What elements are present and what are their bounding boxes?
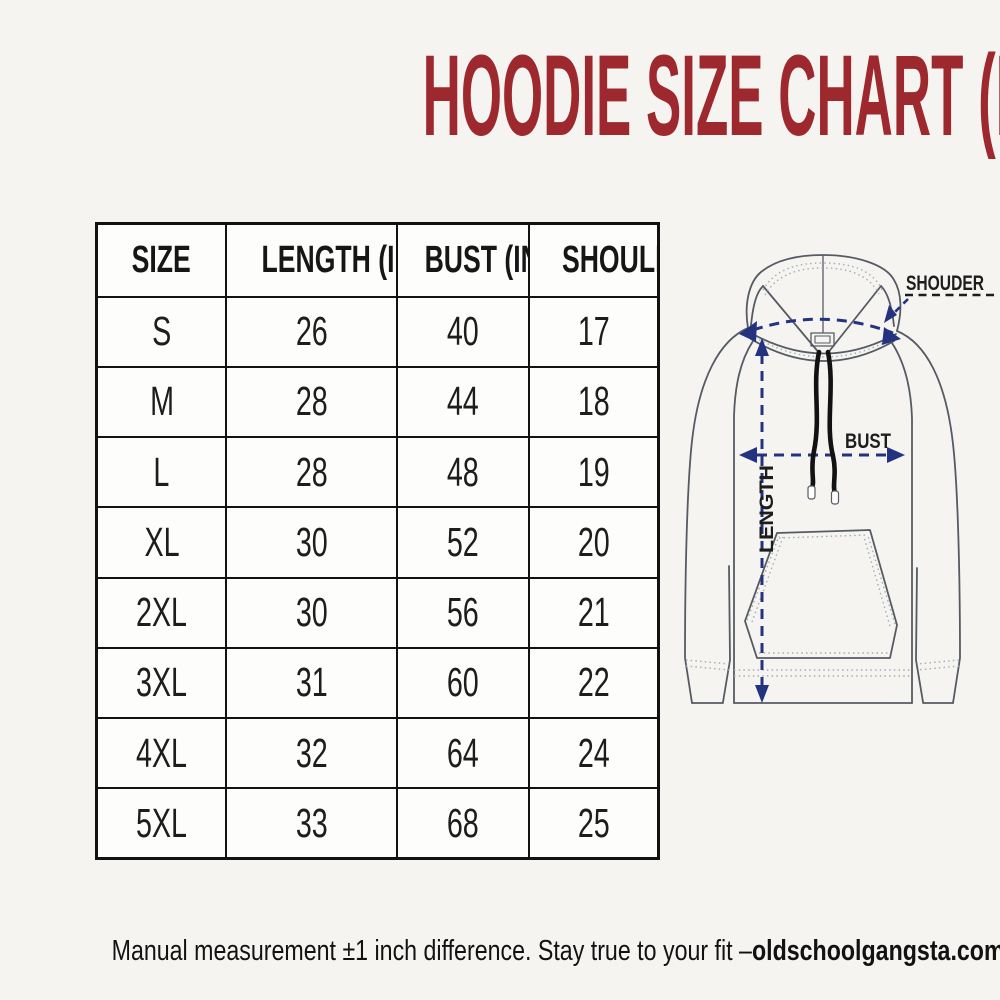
cell-bust: 52 [396, 506, 530, 579]
page-title-text: HOODIE SIZE CHART (INCH) [422, 32, 1000, 160]
size-table: SIZE LENGTH (IN) BUST (IN) SHOULDER S 26… [95, 222, 660, 860]
cell-size: L [95, 435, 228, 509]
cell-size: S [95, 295, 228, 368]
cell-shoulder: 17 [527, 295, 660, 368]
hoodie-outline [684, 254, 961, 704]
drawstring-aglets [807, 485, 840, 505]
cell-bust: 68 [396, 787, 530, 860]
cell-size: 5XL [95, 787, 228, 860]
cell-length: 26 [225, 295, 399, 368]
table-row: L 28 48 19 [95, 435, 660, 509]
footer-note: Manual measurement ±1 inch difference. S… [0, 935, 1000, 968]
cell-size: M [95, 365, 228, 439]
cell-bust: 64 [396, 716, 530, 790]
cell-shoulder: 24 [527, 716, 660, 790]
length-bottom-arrow [755, 685, 769, 703]
table-row: S 26 40 17 [95, 295, 660, 368]
hoodie-diagram: SHOUDER BUST LENGTH [684, 254, 997, 704]
stitch-lines [685, 262, 960, 677]
column-header-bust: BUST (IN) [396, 222, 530, 298]
column-header-size: SIZE [95, 222, 228, 298]
table-row: 3XL 31 60 22 [95, 646, 660, 720]
cell-shoulder: 25 [527, 787, 660, 860]
measure-arrowheads [739, 305, 905, 703]
shoulder-label: SHOUDER [906, 272, 984, 295]
brand-name: oldschoolgangsta.com [751, 935, 1000, 967]
drawstring-left [809, 349, 822, 491]
shoulder-measure-arc [752, 317, 894, 335]
cell-size: 2XL [95, 576, 228, 649]
bust-left-arrow [739, 447, 757, 463]
cell-bust: 40 [396, 295, 530, 368]
cell-size: 3XL [95, 646, 228, 720]
cell-length: 30 [225, 576, 399, 649]
bust-label: BUST [845, 430, 891, 453]
table-row: 4XL 32 64 24 [95, 716, 660, 790]
shoulder-pointer-arrow [884, 305, 897, 323]
shoulder-pointer-line [888, 298, 909, 319]
cell-length: 30 [225, 506, 399, 579]
cell-shoulder: 18 [527, 365, 660, 439]
length-label: LENGTH [757, 465, 778, 553]
kangaroo-pocket [744, 529, 898, 659]
cell-bust: 60 [396, 646, 530, 720]
cell-bust: 48 [396, 435, 530, 509]
shoulder-arc-right-arrow [882, 327, 901, 345]
table-header-row: SIZE LENGTH (IN) BUST (IN) SHOULDER [95, 222, 660, 298]
cell-length: 28 [225, 365, 399, 439]
cell-size: XL [95, 506, 228, 579]
column-header-length: LENGTH (IN) [225, 222, 399, 298]
table-row: 2XL 30 56 21 [95, 576, 660, 649]
cell-bust: 56 [396, 576, 530, 649]
table-row: 5XL 33 68 25 [95, 787, 660, 860]
cell-shoulder: 22 [527, 646, 660, 720]
drawstring-right [825, 349, 838, 496]
cell-length: 31 [225, 646, 399, 720]
cell-shoulder: 21 [527, 576, 660, 649]
table-row: XL 30 52 20 [95, 506, 660, 579]
bust-right-arrow [887, 447, 905, 463]
cell-bust: 44 [396, 365, 530, 439]
cell-shoulder: 19 [527, 435, 660, 509]
table-row: M 28 44 18 [95, 365, 660, 439]
cell-length: 32 [225, 716, 399, 790]
cell-length: 33 [225, 787, 399, 860]
length-top-arrow [755, 338, 769, 356]
footer-text: Manual measurement ±1 inch difference. S… [111, 935, 752, 967]
column-header-shoulder: SHOULDER [527, 222, 660, 298]
cell-size: 4XL [95, 716, 228, 790]
shoulder-arc-left-arrow [739, 321, 757, 342]
cell-length: 28 [225, 435, 399, 509]
cell-shoulder: 20 [527, 506, 660, 579]
page-title: HOODIE SIZE CHART (INCH) [0, 36, 1000, 157]
